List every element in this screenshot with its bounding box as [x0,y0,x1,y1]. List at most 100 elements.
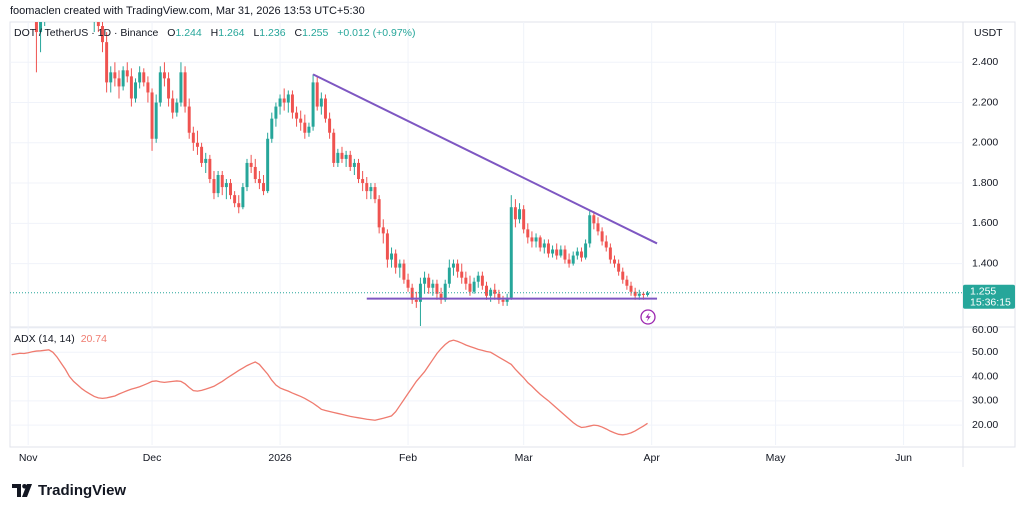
ohlc-label: C [294,27,302,39]
candle-body [513,207,517,220]
candle-body [546,243,550,254]
price-label-box [963,284,1015,309]
adx-pane [11,339,648,436]
candle-body [633,291,637,296]
candle-body [266,138,270,192]
candle-body [233,195,237,204]
candle-body [72,0,75,2]
indicator-label: ADX (14, 14) [14,333,75,345]
candle-body [592,215,596,224]
candle-body [348,154,352,167]
candle-body [237,203,241,208]
candle-body [307,126,311,133]
candle-body [613,259,616,264]
candle-body [518,209,522,220]
candle-body [439,293,443,300]
candle-body [257,179,261,184]
candle-body [138,72,142,83]
candle-body [588,215,592,244]
candle-body [501,299,505,302]
candle-body [262,183,266,192]
candle-body [249,162,253,167]
y-tick-label: 1.800 [972,177,998,189]
candle-body [323,98,327,119]
candle-body [274,106,278,119]
candle-body [559,249,563,256]
x-tick-label: Feb [399,452,417,464]
candle-body [497,293,501,300]
candle-body [158,72,162,103]
candle-body [117,78,121,87]
candle-body [625,279,629,286]
candle-body [154,102,158,139]
labels: Nov Dec 2026 Feb Mar Apr May Jun 1.400 1.600 1.800… [19,56,999,464]
indicator-value: 20.74 [81,333,107,345]
candle-body [551,249,555,254]
candle-body [129,76,133,99]
signal-icon[interactable] [640,309,656,325]
candle-body [522,209,526,230]
candle-body [485,285,488,296]
candle-body [398,263,402,268]
candle-body [204,158,208,163]
trendline [312,73,658,245]
candle-body [357,162,360,180]
candle-body [290,94,294,113]
candle-body [646,292,650,295]
indicator-name: ADX (14, 14) 20.74 [14,333,107,345]
candle-body [191,132,195,143]
candle-body [406,279,410,288]
y-tick-label: 30.00 [972,395,998,407]
candle-body [629,285,633,292]
candle-body [394,253,398,268]
candle-body [414,299,418,302]
candle-body [641,293,645,295]
candle-body [530,237,534,242]
candle-body [134,82,138,99]
candle-body [150,92,154,139]
candle-body [336,152,340,163]
candle-body [427,277,431,288]
candle-body [34,22,38,33]
candle-body [443,283,447,300]
candle-body [179,72,183,103]
candle-body [571,255,575,264]
candle-body [105,42,109,83]
candle-body [332,132,336,163]
candle-body [187,106,191,133]
candle-body [344,154,348,159]
ohlc-value: 1.255 [302,27,328,39]
candle-body [476,275,480,282]
candle-body [352,162,356,167]
candle-body [493,289,497,294]
candle-body [410,287,414,300]
y-tick-label: 1.600 [972,217,998,229]
candle-body [464,277,468,284]
candle-body [526,229,530,238]
candle-body [377,199,381,228]
candle-body [241,187,245,208]
x-tick-label: 2026 [268,452,292,464]
candle-body [142,72,146,83]
candle-body [224,183,228,188]
logo: TradingView [12,482,126,499]
candle-body [229,183,232,196]
candle-body [431,283,435,288]
candle-body [295,112,299,119]
candle-body [195,142,199,147]
x-tick-label: Apr [643,452,660,464]
y-tick-label: 2.000 [972,137,998,149]
y-tick-label: 1.400 [972,257,998,269]
candle-body [282,98,286,103]
attribution: foomaclen created with TradingView.com, … [10,5,365,17]
price-pane [10,0,963,326]
candle-body [200,146,204,163]
candle-body [286,94,290,103]
candle-body [167,78,171,99]
candle-body [101,26,104,43]
candle-body [418,283,422,302]
candle-body [505,297,509,302]
ohlc-label: H [211,27,219,39]
candle-body [456,263,460,272]
